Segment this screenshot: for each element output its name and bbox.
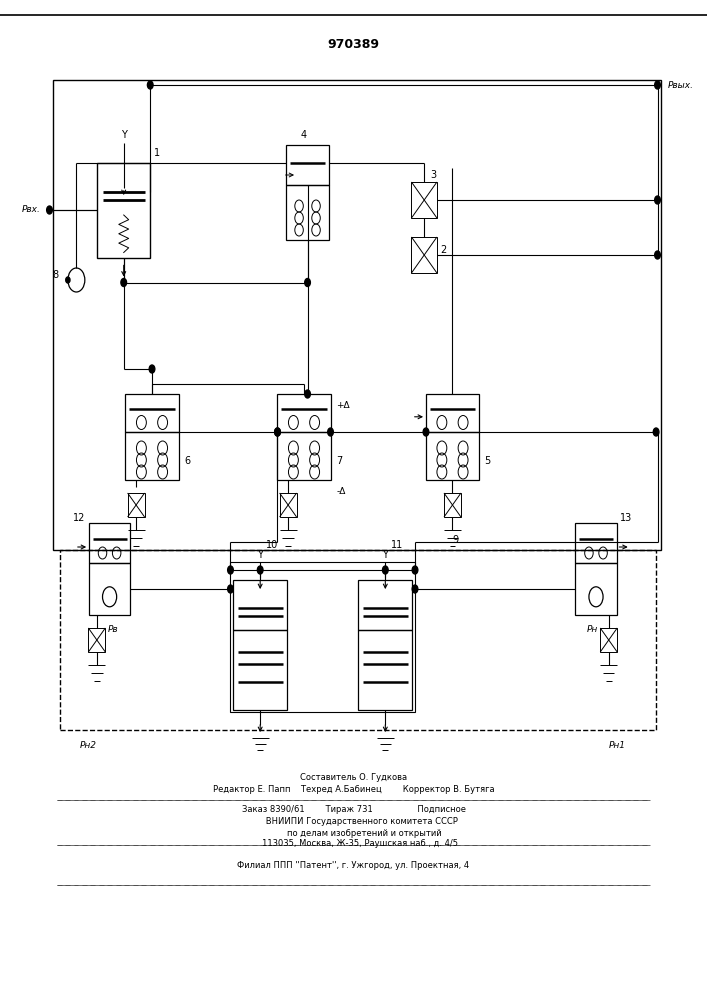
Circle shape (655, 81, 660, 89)
Bar (126, 432, 178, 480)
Text: Рн1: Рн1 (609, 740, 626, 750)
Bar (233, 580, 287, 630)
Text: по делам изобретений и открытий: по делам изобретений и открытий (266, 828, 441, 838)
Text: Y: Y (121, 129, 127, 139)
Circle shape (228, 585, 233, 593)
Circle shape (655, 196, 660, 204)
Text: 4: 4 (301, 130, 307, 140)
Text: Y: Y (257, 550, 263, 560)
Text: 5: 5 (485, 456, 491, 466)
Bar (600, 628, 617, 652)
Bar (53, 80, 661, 550)
Text: Y: Y (382, 550, 388, 560)
Circle shape (121, 278, 127, 286)
Bar (126, 394, 178, 432)
Bar (575, 523, 617, 563)
Text: 7: 7 (337, 456, 342, 466)
Text: ВНИИПИ Государственного комитета СССР: ВНИИПИ Государственного комитета СССР (250, 818, 457, 826)
Bar (89, 523, 130, 563)
Circle shape (328, 428, 334, 436)
Bar (411, 237, 437, 273)
Text: Рвых.: Рвых. (668, 81, 694, 90)
Bar (97, 162, 150, 257)
Circle shape (147, 81, 153, 89)
Bar (286, 185, 329, 240)
Circle shape (47, 206, 52, 214)
Bar (444, 493, 461, 517)
Text: Редактор Е. Папп    Техред А.Бабинец        Корректор В. Бутяга: Редактор Е. Папп Техред А.Бабинец Коррек… (213, 786, 494, 794)
Text: Филиал ППП ''Патент'', г. Ужгород, ул. Проектная, 4: Филиал ППП ''Патент'', г. Ужгород, ул. П… (238, 860, 469, 869)
Circle shape (275, 428, 280, 436)
Circle shape (257, 566, 263, 574)
Bar (358, 630, 412, 710)
Bar (233, 630, 287, 710)
Bar (230, 562, 415, 712)
Text: Рн2: Рн2 (80, 740, 97, 750)
Circle shape (275, 428, 280, 436)
Text: 970389: 970389 (327, 38, 380, 51)
Text: 11: 11 (391, 540, 403, 550)
Text: 12: 12 (73, 513, 86, 523)
Text: +Δ: +Δ (337, 401, 350, 410)
Circle shape (423, 428, 428, 436)
Bar (426, 432, 479, 480)
Text: 13: 13 (620, 513, 632, 523)
Circle shape (305, 278, 310, 286)
Text: 3: 3 (430, 170, 436, 180)
Bar (88, 628, 105, 652)
Text: 8: 8 (52, 270, 59, 280)
Text: Рн: Рн (587, 626, 598, 635)
Text: Заказ 8390/61        Тираж 731                 Подписное: Заказ 8390/61 Тираж 731 Подписное (242, 806, 465, 814)
Circle shape (412, 566, 418, 574)
Circle shape (412, 585, 418, 593)
Text: -Δ: -Δ (337, 488, 346, 496)
Bar (575, 563, 617, 615)
Text: 10: 10 (266, 540, 278, 550)
Circle shape (653, 428, 659, 436)
Circle shape (655, 251, 660, 259)
Bar (277, 432, 331, 480)
Text: Рв: Рв (107, 626, 119, 635)
Circle shape (305, 390, 310, 398)
Bar (60, 550, 656, 730)
Bar (277, 394, 331, 432)
Text: 2: 2 (440, 245, 446, 255)
Text: 9: 9 (452, 535, 459, 545)
Bar (358, 580, 412, 630)
Text: Рвх.: Рвх. (22, 206, 41, 215)
Text: Составитель О. Гудкова: Составитель О. Гудкова (300, 774, 407, 782)
Bar (128, 493, 145, 517)
Text: 6: 6 (184, 456, 190, 466)
Bar (286, 145, 329, 185)
Bar (411, 182, 437, 218)
Circle shape (149, 365, 155, 373)
Circle shape (382, 566, 388, 574)
Text: 1: 1 (154, 147, 160, 157)
Bar (280, 493, 297, 517)
Circle shape (228, 566, 233, 574)
Bar (89, 563, 130, 615)
Text: 113035, Москва, Ж-35, Раушская наб., д. 4/5: 113035, Москва, Ж-35, Раушская наб., д. … (249, 839, 458, 848)
Circle shape (66, 277, 70, 283)
Bar (426, 394, 479, 432)
